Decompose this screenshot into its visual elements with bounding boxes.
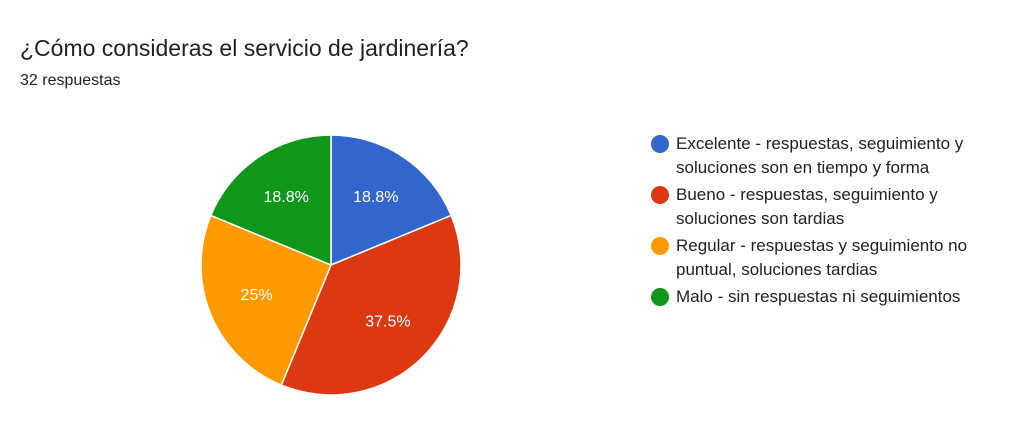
pie-slice-malo[interactable]: [209, 134, 332, 267]
pie-slice-excelente[interactable]: [330, 134, 453, 267]
pie-slice-regular[interactable]: [200, 214, 332, 387]
pie-chart: 18.8% 37.5% 25% 18.8%: [200, 134, 462, 396]
pie-slice-bueno[interactable]: [280, 214, 462, 396]
legend-label-excelente: Excelente - respuestas, seguimiento y so…: [676, 134, 964, 177]
legend-label-bueno: Bueno - respuestas, seguimiento y soluci…: [676, 185, 938, 228]
legend-swatch-excelente: [651, 135, 669, 153]
slice-label-malo: 18.8%: [263, 189, 308, 206]
legend-item-excelente[interactable]: Excelente - respuestas, seguimiento y so…: [651, 132, 1011, 180]
legend-label-regular: Regular - respuestas y seguimiento no pu…: [676, 236, 968, 279]
legend-swatch-malo: [651, 288, 669, 306]
chart-title: ¿Cómo consideras el servicio de jardiner…: [20, 35, 469, 61]
legend: Excelente - respuestas, seguimiento y so…: [651, 132, 1011, 312]
legend-item-malo[interactable]: Malo - sin respuestas ni seguimientos: [651, 285, 1011, 309]
slice-label-excelente: 18.8%: [353, 189, 398, 206]
slice-label-bueno: 37.5%: [365, 313, 410, 330]
response-count: 32 respuestas: [20, 72, 121, 89]
legend-item-bueno[interactable]: Bueno - respuestas, seguimiento y soluci…: [651, 183, 1011, 231]
legend-label-malo: Malo - sin respuestas ni seguimientos: [676, 287, 961, 306]
legend-swatch-regular: [651, 237, 669, 255]
legend-swatch-bueno: [651, 186, 669, 204]
legend-item-regular[interactable]: Regular - respuestas y seguimiento no pu…: [651, 234, 1011, 282]
slice-label-regular: 25%: [241, 287, 273, 304]
